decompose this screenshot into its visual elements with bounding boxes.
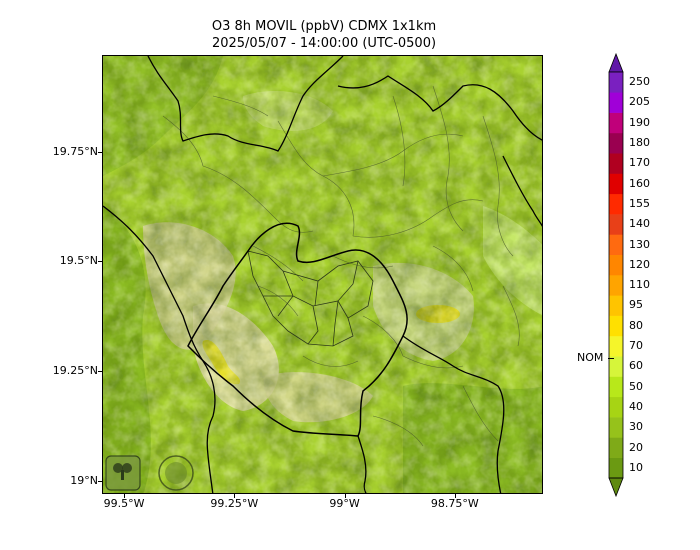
y-tick-label: 19.25°N — [52, 364, 98, 378]
colorbar-segment — [609, 92, 623, 113]
colorbar-tick-label: 50 — [629, 379, 643, 393]
x-tick-label: 99.25°W — [210, 497, 259, 510]
alcaldias-boundaries — [247, 250, 374, 347]
colorbar-tick-label: 95 — [629, 298, 643, 312]
colorbar-segment — [609, 275, 623, 296]
state-boundary-north — [147, 56, 344, 152]
colorbar — [608, 52, 624, 498]
colorbar-tick-label: 30 — [629, 420, 643, 434]
state-boundary-south — [357, 435, 367, 493]
colorbar-segment — [609, 132, 623, 154]
y-tick-label: 19.5°N — [59, 254, 98, 268]
colorbar-segment — [609, 376, 623, 398]
colorbar-segment — [609, 315, 623, 337]
colorbar-tick-label: 120 — [629, 257, 650, 271]
colorbar-under-arrow — [608, 477, 624, 498]
state-boundary-southeast — [402, 335, 505, 493]
colorbar-tick-label: 60 — [629, 359, 643, 373]
y-tick — [98, 371, 102, 373]
colorbar-tick-label: 40 — [629, 399, 643, 413]
cdmx-logo — [158, 455, 194, 491]
colorbar-segment — [609, 295, 623, 316]
x-tick — [234, 494, 236, 498]
relief-highlight — [103, 56, 542, 493]
colorbar-segment — [609, 356, 623, 377]
x-tick — [454, 494, 456, 498]
x-tick-label: 98.75°W — [430, 497, 479, 510]
state-boundary-east — [502, 155, 542, 227]
colorbar-segment — [609, 254, 623, 276]
colorbar-segment — [609, 112, 623, 134]
colorbar-segment — [609, 214, 623, 235]
colorbar-segment — [609, 457, 623, 479]
map-subtitle-datetime: 2025/05/07 - 14:00:00 (UTC-0500) — [211, 36, 437, 51]
municipal-boundaries — [162, 85, 520, 447]
colorbar-tick-label: 205 — [629, 95, 650, 109]
x-tick — [344, 494, 346, 498]
colorbar-tick-label: 110 — [629, 278, 650, 292]
colorbar-segment — [609, 173, 623, 195]
colorbar-segment — [609, 396, 623, 418]
terrain-map-svg — [103, 56, 542, 493]
colorbar-tick-label: 20 — [629, 440, 643, 454]
colorbar-segment — [609, 153, 623, 174]
map-title: O3 8h MOVIL (ppbV) CDMX 1x1km — [211, 19, 437, 34]
cdmx-boundary — [187, 222, 408, 437]
state-boundary-west — [103, 205, 216, 493]
colorbar-over-arrow — [608, 52, 624, 73]
nom-label: NOM — [577, 351, 604, 364]
x-tick — [124, 494, 126, 498]
y-tick — [98, 480, 102, 482]
colorbar-segment — [609, 72, 623, 93]
x-tick-label: 99°W — [329, 497, 360, 510]
colorbar-tick-label: 80 — [629, 318, 643, 332]
colorbar-tick-label: 170 — [629, 156, 650, 170]
colorbar-outline — [608, 71, 624, 479]
colorbar-tick-label: 190 — [629, 115, 650, 129]
colorbar-segment — [609, 234, 623, 255]
state-boundary-northeast — [337, 75, 542, 141]
nom-tick — [608, 358, 614, 359]
colorbar-segment — [609, 335, 623, 357]
colorbar-segment — [609, 437, 623, 458]
y-tick-label: 19.75°N — [52, 144, 98, 158]
colorbar-segment — [609, 193, 623, 215]
colorbar-tick-label: 155 — [629, 196, 650, 210]
y-tick-label: 19°N — [70, 473, 98, 487]
colorbar-tick-label: 160 — [629, 176, 650, 190]
ozone-map — [102, 55, 543, 494]
colorbar-tick-label: 130 — [629, 237, 650, 251]
sedema-logo — [105, 455, 141, 491]
colorbar-tick-label: 70 — [629, 339, 643, 353]
colorbar-segment — [609, 417, 623, 438]
colorbar-tick-label: 250 — [629, 75, 650, 89]
colorbar-tick-label: 10 — [629, 460, 643, 474]
y-tick — [98, 261, 102, 263]
y-tick — [98, 151, 102, 153]
x-tick-label: 99.5°W — [103, 497, 145, 510]
colorbar-tick-label: 180 — [629, 136, 650, 150]
colorbar-tick-label: 140 — [629, 217, 650, 231]
